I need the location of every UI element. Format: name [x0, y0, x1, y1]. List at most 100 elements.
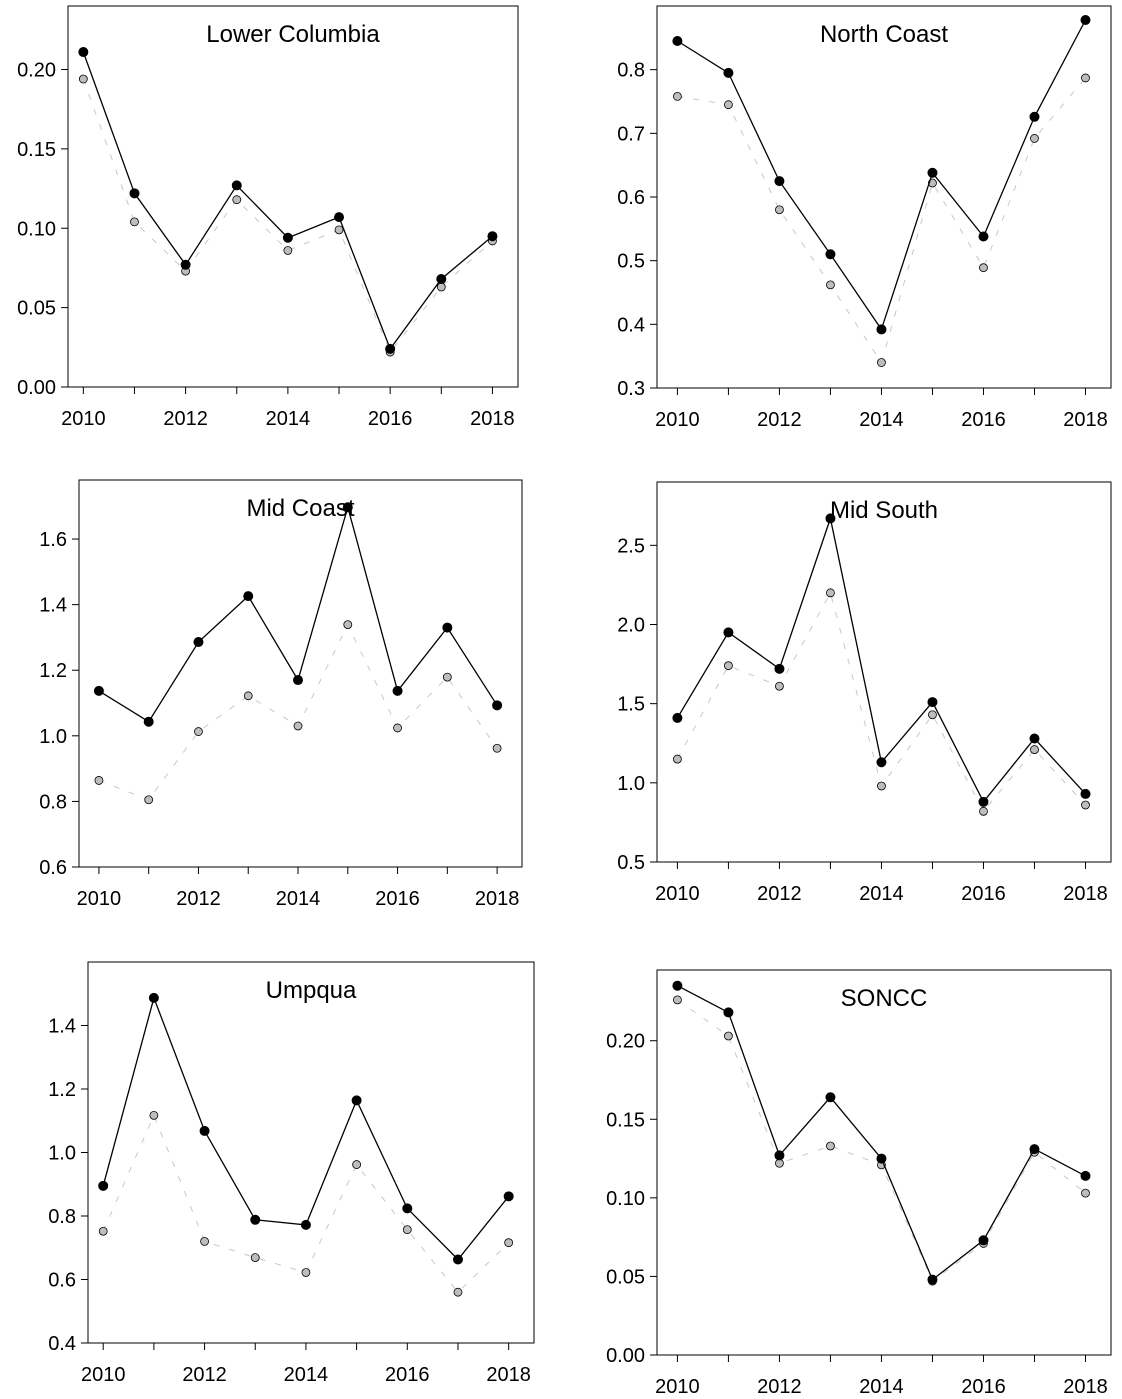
data-point-grey: [775, 681, 784, 691]
data-point-black: [876, 324, 887, 335]
data-point-black: [282, 232, 293, 243]
data-point-black: [723, 67, 734, 78]
data-point-grey: [200, 1237, 209, 1246]
data-point-grey: [673, 92, 682, 101]
y-tick-label: 0.00: [17, 377, 56, 399]
y-tick-label: 0.7: [617, 123, 645, 145]
data-point-grey: [334, 225, 344, 235]
data-point-grey: [724, 1031, 733, 1041]
x-tick-label: 2010: [61, 408, 106, 430]
data-point-grey: [826, 1141, 835, 1151]
y-tick-label: 0.6: [617, 187, 645, 209]
x-tick-label: 2018: [1063, 1376, 1108, 1398]
data-point-grey: [928, 710, 937, 720]
y-tick-label: 1.0: [617, 773, 645, 795]
data-point-black: [487, 231, 498, 242]
x-tick-label: 2018: [475, 888, 520, 910]
y-tick-label: 1.5: [617, 694, 645, 716]
data-point-grey: [826, 588, 835, 598]
y-tick-label: 2.5: [617, 535, 645, 557]
chart-panel-2: North Coast 0.3 0.4 0.5 0.6 0.7 0.8 2010 2012 201…: [617, 5, 1112, 431]
data-point-grey: [504, 1238, 514, 1248]
data-point-black: [876, 1153, 887, 1164]
data-point-grey: [352, 1160, 362, 1169]
chart-panel-1: Lower Columbia 0.00 0.05 0.10 0.15 0.20 2010 20…: [17, 5, 519, 430]
data-point-black: [723, 627, 734, 638]
data-point-black: [723, 1007, 734, 1018]
y-tick-label: 1.0: [48, 1143, 76, 1165]
y-tick-label: 0.5: [617, 251, 645, 273]
data-point-grey: [673, 995, 682, 1005]
data-point-black: [250, 1214, 261, 1225]
data-point-black: [402, 1203, 413, 1214]
data-point-black: [927, 167, 938, 178]
data-point-black: [672, 36, 683, 47]
x-tick-label: 2012: [182, 1364, 227, 1386]
y-tick-label: 0.05: [606, 1266, 645, 1288]
data-point-grey: [94, 776, 104, 785]
data-point-black: [1080, 788, 1091, 799]
data-point-grey: [130, 217, 139, 227]
y-tick-label: 0.8: [39, 791, 67, 813]
data-point-black: [193, 637, 204, 648]
data-point-grey: [243, 691, 253, 701]
y-tick-label: 1.2: [39, 660, 67, 682]
series-line-grey: [82, 78, 493, 354]
data-point-grey: [78, 74, 88, 84]
data-point-black: [978, 796, 989, 807]
chart-panel-3: Mid Coast 0.6 0.8 1.0 1.2 1.4 1.6 2010 2012 2014 2…: [39, 479, 523, 910]
data-point-grey: [877, 781, 886, 791]
x-tick-label: 2018: [1063, 883, 1108, 905]
series-line-grey: [98, 623, 498, 801]
data-point-grey: [979, 263, 988, 273]
data-point-black: [98, 1180, 109, 1191]
x-tick-label: 2010: [655, 409, 700, 431]
x-tick-label: 2014: [859, 1376, 904, 1398]
data-point-black: [825, 249, 836, 260]
series-line-black: [82, 51, 493, 351]
data-point-black: [199, 1125, 210, 1136]
plot-frame: [78, 479, 523, 868]
x-tick-label: 2016: [961, 409, 1006, 431]
x-tick-label: 2014: [266, 408, 311, 430]
data-point-black: [774, 1150, 785, 1161]
y-tick-label: 0.20: [606, 1031, 645, 1053]
data-point-grey: [442, 672, 452, 682]
x-tick-label: 2018: [470, 408, 515, 430]
y-tick-label: 2.0: [617, 615, 645, 637]
data-point-grey: [826, 280, 835, 290]
chart-title: Mid Coast: [246, 495, 354, 522]
y-tick-label: 0.4: [617, 314, 645, 336]
chart-title: Umpqua: [266, 977, 357, 1004]
data-point-grey: [293, 721, 303, 731]
data-point-black: [392, 685, 403, 696]
data-point-grey: [877, 358, 886, 367]
y-tick-label: 1.6: [39, 529, 67, 551]
series-line-black: [677, 19, 1087, 331]
data-point-grey: [775, 205, 784, 215]
x-tick-label: 2012: [757, 409, 802, 431]
y-tick-label: 0.10: [17, 218, 56, 240]
data-point-grey: [283, 246, 293, 255]
data-point-black: [452, 1254, 463, 1265]
y-tick-label: 0.6: [39, 857, 67, 879]
y-tick-label: 0.8: [617, 60, 645, 82]
y-tick-label: 0.15: [17, 139, 56, 161]
y-tick-label: 1.4: [39, 595, 67, 617]
data-point-black: [825, 513, 836, 524]
plot-frame: [656, 481, 1112, 863]
data-point-grey: [393, 723, 402, 733]
data-point-grey: [775, 1158, 784, 1168]
data-point-black: [672, 980, 683, 991]
y-tick-label: 1.4: [48, 1016, 76, 1038]
y-tick-label: 0.5: [617, 852, 645, 874]
x-tick-label: 2016: [375, 888, 420, 910]
data-point-grey: [1030, 134, 1039, 143]
x-tick-label: 2010: [81, 1364, 126, 1386]
chart-title: SONCC: [841, 985, 928, 1012]
data-point-black: [1029, 111, 1040, 122]
data-point-black: [78, 47, 89, 58]
data-point-black: [300, 1219, 311, 1230]
data-point-black: [927, 1274, 938, 1285]
data-point-black: [1080, 1170, 1091, 1181]
